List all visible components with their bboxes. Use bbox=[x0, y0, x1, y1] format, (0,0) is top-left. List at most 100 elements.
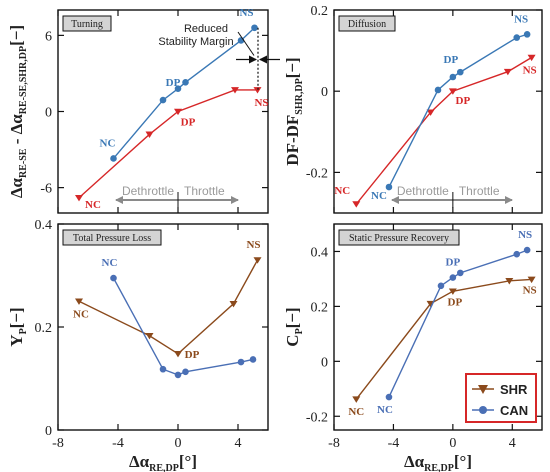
x-tick-label: 0 bbox=[449, 436, 456, 451]
data-point-can bbox=[159, 96, 167, 104]
data-point-can bbox=[182, 368, 189, 376]
panel-title-box bbox=[338, 15, 396, 32]
panel-title: Static Pressure Recovery bbox=[349, 233, 449, 244]
plot-frame bbox=[333, 9, 543, 214]
y-axis-label: YP[−] bbox=[7, 307, 29, 346]
data-point-can bbox=[237, 358, 245, 366]
y-axis-label-unit: [−] bbox=[7, 25, 26, 46]
data-point-can bbox=[513, 34, 521, 41]
x-tick-label: -4 bbox=[388, 436, 400, 451]
panel-title-box bbox=[62, 229, 162, 246]
data-point-shr bbox=[231, 87, 239, 94]
y-axis-label-unit: [−] bbox=[7, 307, 26, 328]
data-point-can bbox=[449, 274, 457, 281]
legend-box bbox=[465, 373, 537, 423]
data-point-shr bbox=[448, 88, 457, 95]
y-axis-label-unit: [−] bbox=[283, 307, 302, 328]
y-tick-label: 0 bbox=[321, 355, 328, 370]
x-tick-label: 0 bbox=[175, 436, 182, 451]
annotation-line-1: Reduced bbox=[184, 23, 228, 35]
data-point-can bbox=[110, 274, 117, 282]
x-axis-label-main: Δα bbox=[404, 452, 425, 471]
data-point-can bbox=[523, 31, 531, 38]
data-point-can bbox=[159, 365, 167, 373]
legend-label-can: CAN bbox=[500, 403, 528, 418]
y-axis-label-unit: [−] bbox=[283, 57, 302, 78]
y-axis-label-sub: RE-SE bbox=[18, 148, 29, 178]
y-tick-label: 6 bbox=[45, 29, 52, 44]
data-point-can bbox=[251, 24, 258, 32]
panel-title: Diffusion bbox=[348, 19, 386, 30]
y-axis-label-sub: SHR,DP bbox=[294, 78, 305, 114]
legend-label-shr: SHR bbox=[500, 382, 528, 397]
y-tick-label: -0.2 bbox=[306, 166, 328, 181]
point-label-dp: DP bbox=[166, 77, 181, 89]
y-tick-label: 0 bbox=[45, 106, 52, 121]
data-point-can bbox=[456, 269, 464, 277]
data-point-shr bbox=[527, 54, 536, 62]
x-axis-label-unit: [°] bbox=[454, 452, 472, 471]
region-label-throttle: Throttle bbox=[184, 184, 225, 198]
series-line-shr bbox=[355, 56, 532, 205]
point-label-nc: NC bbox=[100, 137, 116, 149]
x-axis-label-unit: [°] bbox=[179, 452, 197, 471]
panel-title: Turning bbox=[71, 19, 103, 30]
y-tick-label: 0.4 bbox=[35, 218, 53, 233]
region-label-throttle: Throttle bbox=[459, 184, 500, 198]
x-axis-label-sub: RE,DP bbox=[149, 463, 179, 472]
y-tick-label: -6 bbox=[40, 182, 52, 197]
data-point-shr bbox=[352, 396, 361, 403]
data-point-shr bbox=[75, 298, 83, 305]
y-axis-label-main: DF-DF bbox=[283, 115, 302, 166]
point-label-ns: NS bbox=[518, 229, 532, 241]
plot-frame bbox=[333, 223, 543, 431]
point-label-nc: NC bbox=[73, 308, 89, 320]
y-axis-label-main: C bbox=[283, 334, 302, 346]
data-point-can bbox=[523, 246, 531, 254]
x-axis-label-sub: RE,DP bbox=[424, 463, 454, 472]
chart-panel-2: -0.2 0 0.2 Diffusion NC DP NS NC DP NS Dethrottle T… bbox=[283, 4, 543, 214]
y-axis-label-main: Y bbox=[7, 334, 26, 346]
data-point-can bbox=[434, 86, 442, 94]
point-label-dp: DP bbox=[446, 257, 461, 269]
point-label-ns: NS bbox=[514, 13, 528, 25]
panel-title-box bbox=[338, 229, 460, 246]
point-label-ns: NS bbox=[254, 97, 268, 109]
data-point-can bbox=[182, 79, 189, 86]
panel-title: Total Pressure Loss bbox=[73, 233, 151, 244]
x-tick-label: 4 bbox=[235, 436, 242, 451]
annotation-line-2: Stability Margin bbox=[158, 36, 233, 48]
data-point-shr bbox=[505, 278, 514, 285]
data-point-can bbox=[385, 183, 393, 191]
panel-title-box bbox=[62, 15, 112, 32]
legend-marker-can bbox=[479, 406, 487, 414]
chart-panel-4: -0.2 0 0.2 0.4 -8 -4 0 4 Static Pressure Recover… bbox=[283, 223, 543, 472]
point-label-nc: NC bbox=[371, 190, 387, 202]
annotation-leader bbox=[237, 31, 255, 56]
data-point-can bbox=[249, 356, 257, 363]
point-label-nc: NC bbox=[85, 199, 101, 211]
y-tick-label: 0.2 bbox=[35, 321, 53, 336]
data-point-can bbox=[449, 73, 457, 81]
data-point-shr bbox=[145, 131, 154, 138]
point-label-dp: DP bbox=[181, 117, 196, 129]
plot-frame bbox=[57, 223, 269, 431]
point-label-dp: DP bbox=[448, 296, 463, 308]
y-tick-label: 0.4 bbox=[311, 245, 329, 260]
point-label-dp: DP bbox=[444, 54, 459, 66]
x-tick-label: -4 bbox=[112, 436, 124, 451]
data-point-shr bbox=[229, 301, 238, 308]
x-tick-label: -8 bbox=[52, 436, 64, 451]
data-point-shr bbox=[174, 108, 182, 116]
data-point-can bbox=[110, 155, 117, 162]
point-label-ns: NS bbox=[523, 65, 537, 77]
y-tick-label: -0.2 bbox=[306, 410, 328, 425]
point-label-ns: NS bbox=[523, 284, 537, 296]
y-axis-label-sub2: RE-SE,SHR,DP bbox=[18, 46, 29, 114]
series-line-shr bbox=[78, 259, 259, 355]
y-axis-label-sub: P bbox=[18, 328, 29, 334]
x-tick-label: 4 bbox=[509, 436, 516, 451]
data-point-shr bbox=[145, 332, 154, 340]
x-axis-label-main: Δα bbox=[129, 452, 150, 471]
